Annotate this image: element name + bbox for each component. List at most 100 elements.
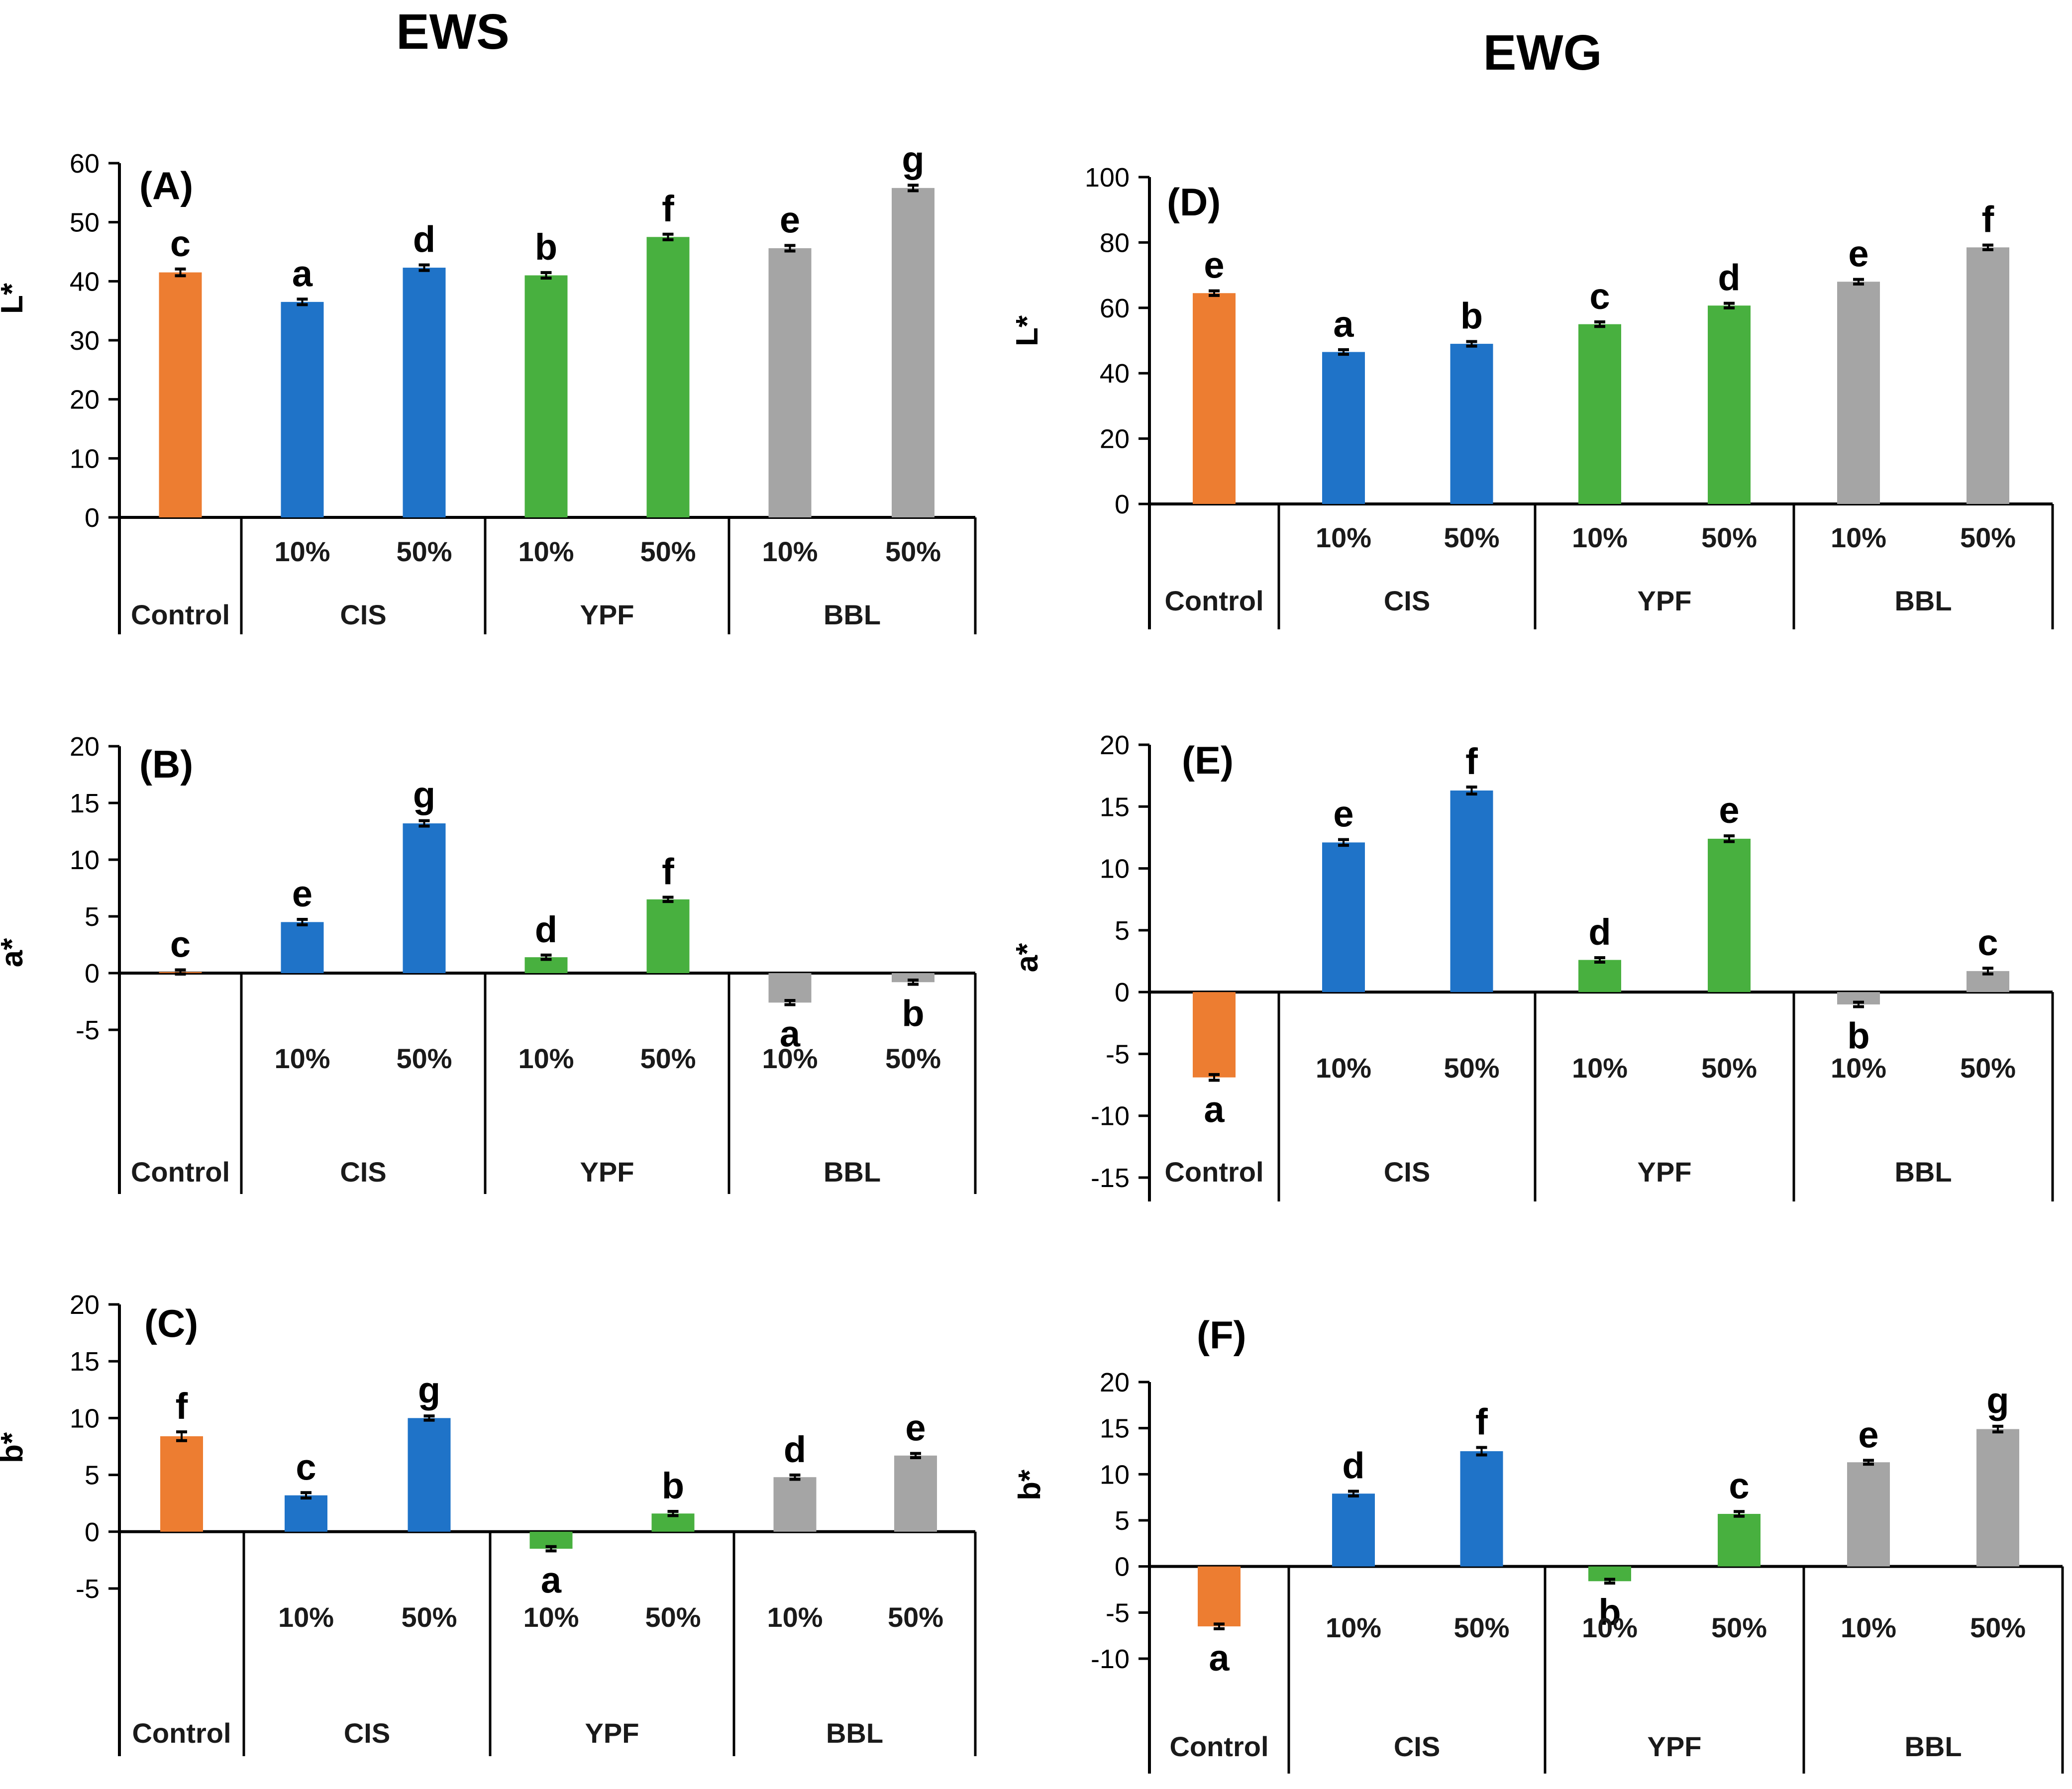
bar bbox=[1450, 344, 1493, 504]
y-tick-label: 50 bbox=[70, 208, 100, 238]
y-tick-label: 5 bbox=[1115, 916, 1130, 946]
y-tick-label: 10 bbox=[70, 845, 100, 875]
y-tick-label: 20 bbox=[70, 732, 100, 762]
group-label: Control bbox=[1169, 1731, 1268, 1762]
group-label: Control bbox=[132, 1717, 231, 1749]
bar bbox=[1708, 838, 1751, 993]
significance-letter: b bbox=[902, 993, 924, 1034]
significance-letter: c bbox=[170, 923, 191, 965]
y-tick-label: 0 bbox=[85, 1517, 100, 1547]
sub-category-label: 10% bbox=[1316, 1052, 1371, 1084]
significance-letter: g bbox=[413, 775, 435, 816]
bar bbox=[1578, 324, 1621, 504]
panel-f: -10 -5 0 5 10 15 20 (F) b* a d f b c e g 10% 50% 10% 50% 10%… bbox=[1013, 1313, 2064, 1774]
significance-letter: a bbox=[780, 1013, 801, 1055]
bar bbox=[894, 1455, 937, 1532]
significance-letter: f bbox=[1465, 741, 1478, 782]
group-label: BBL bbox=[826, 1717, 883, 1749]
sub-category-label: 10% bbox=[1572, 1052, 1628, 1084]
sub-category-label: 10% bbox=[1841, 1612, 1896, 1643]
y-tick-label: 30 bbox=[70, 326, 100, 356]
group-label: BBL bbox=[824, 599, 881, 630]
y-tick-label: 0 bbox=[85, 959, 100, 989]
bar bbox=[281, 301, 324, 517]
bar bbox=[1578, 960, 1621, 993]
bar bbox=[1967, 247, 2009, 504]
y-tick-label: -10 bbox=[1091, 1644, 1130, 1674]
y-tick-label: 5 bbox=[1115, 1506, 1130, 1536]
sub-category-label: 10% bbox=[1831, 1052, 1886, 1084]
bar bbox=[646, 899, 690, 973]
significance-letter: c bbox=[170, 223, 191, 264]
y-tick-label: 0 bbox=[85, 503, 100, 533]
significance-letter: c bbox=[296, 1446, 316, 1488]
sub-category-label: 10% bbox=[767, 1601, 823, 1633]
bar bbox=[1718, 1514, 1761, 1567]
y-tick-label: 0 bbox=[1115, 978, 1130, 1007]
sub-category-label: 10% bbox=[523, 1601, 579, 1633]
bar bbox=[768, 248, 812, 517]
sub-category-label: 10% bbox=[1831, 522, 1886, 553]
bar bbox=[892, 188, 934, 518]
y-axis-title: L* bbox=[1010, 315, 1044, 346]
significance-letter: f bbox=[662, 851, 674, 893]
significance-letter: e bbox=[292, 873, 312, 914]
sub-category-label: 50% bbox=[1970, 1612, 2026, 1643]
bar bbox=[160, 1436, 203, 1532]
y-tick-label: 5 bbox=[85, 1461, 100, 1491]
y-tick-label: 10 bbox=[70, 444, 100, 474]
bar bbox=[408, 1418, 451, 1532]
significance-letter: b bbox=[535, 226, 557, 268]
y-tick-label: 60 bbox=[1100, 294, 1130, 323]
bar bbox=[773, 1477, 817, 1532]
group-label: YPF bbox=[580, 599, 634, 630]
significance-letter: b bbox=[1598, 1591, 1621, 1633]
column-title-ewg: EWG bbox=[1483, 25, 1602, 81]
sub-category-label: 10% bbox=[518, 1043, 574, 1074]
sub-category-label: 50% bbox=[396, 536, 452, 567]
significance-letter: c bbox=[1729, 1465, 1749, 1506]
significance-letter: e bbox=[905, 1407, 926, 1448]
sub-category-label: 10% bbox=[278, 1601, 334, 1633]
group-label: CIS bbox=[1384, 585, 1430, 616]
bar bbox=[1450, 790, 1493, 993]
sub-category-label: 50% bbox=[1711, 1612, 1767, 1643]
significance-letter: d bbox=[535, 909, 557, 950]
significance-letter: d bbox=[1718, 257, 1740, 298]
bar bbox=[1193, 992, 1236, 1078]
significance-letter: g bbox=[418, 1370, 440, 1411]
sub-category-label: 10% bbox=[274, 1043, 330, 1074]
group-label: CIS bbox=[340, 1156, 386, 1188]
significance-letter: a bbox=[1209, 1637, 1230, 1679]
significance-letter: g bbox=[902, 139, 924, 180]
group-label: Control bbox=[1164, 1156, 1263, 1188]
y-tick-label: 5 bbox=[85, 902, 100, 932]
y-axis-title: b* bbox=[0, 1432, 29, 1463]
significance-letter: a bbox=[1204, 1089, 1225, 1130]
group-label: BBL bbox=[824, 1156, 881, 1188]
bar bbox=[1837, 282, 1880, 504]
y-tick-label: 20 bbox=[1100, 730, 1130, 760]
panel-label: (B) bbox=[139, 742, 193, 786]
bar bbox=[524, 275, 568, 517]
group-label: Control bbox=[131, 599, 230, 630]
significance-letter: f bbox=[1982, 199, 1994, 240]
group-label: YPF bbox=[1638, 1156, 1692, 1188]
sub-category-label: 50% bbox=[888, 1601, 943, 1633]
sub-category-label: 50% bbox=[1701, 1052, 1757, 1084]
bar bbox=[646, 237, 690, 517]
sub-category-label: 50% bbox=[1453, 1612, 1509, 1643]
significance-letter: e bbox=[1719, 790, 1739, 831]
significance-letter: a bbox=[292, 253, 313, 294]
bar bbox=[281, 922, 324, 973]
sub-category-label: 50% bbox=[1444, 1052, 1499, 1084]
y-tick-label: 100 bbox=[1085, 163, 1130, 193]
panel-d: 0 20 40 60 80 100 (D) L* e a b c d e f 10% 50% 10% 50% 10% 5… bbox=[1010, 163, 2054, 629]
significance-letter: e bbox=[1204, 245, 1224, 286]
panel-a: 0 10 20 30 40 50 60 (A) L* c a d b f e g 10% 50% 10% 50% 10%… bbox=[0, 139, 977, 634]
sub-category-label: 50% bbox=[396, 1043, 452, 1074]
sub-category-label: 10% bbox=[762, 1043, 818, 1074]
group-label: Control bbox=[131, 1156, 230, 1188]
y-tick-label: 20 bbox=[70, 385, 100, 415]
